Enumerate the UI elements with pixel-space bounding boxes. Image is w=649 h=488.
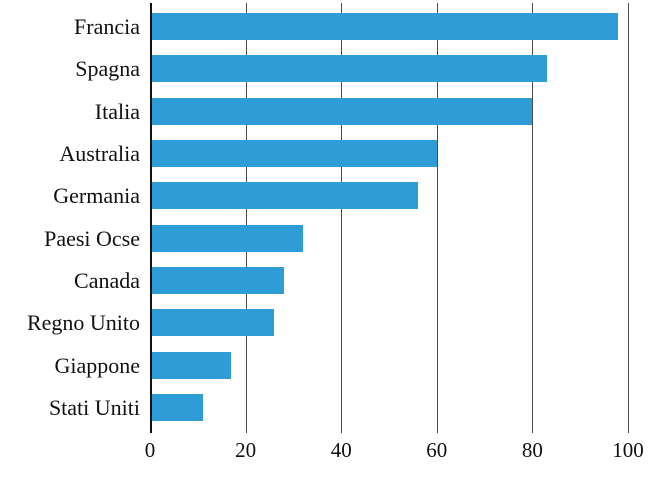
category-label-regno-unito: Regno Unito [26, 310, 140, 336]
category-label-giappone: Giappone [54, 352, 140, 378]
bar-stati-uniti [150, 394, 203, 422]
x-tick-label-0: 0 [144, 438, 156, 462]
category-label-canada: Canada [74, 268, 140, 294]
x-tick-label-60: 60 [426, 438, 448, 462]
bar-italia [150, 97, 533, 125]
category-label-spagna: Spagna [75, 56, 140, 82]
category-label-paesi-ocse: Paesi Ocse [44, 225, 140, 251]
plot-area [150, 3, 649, 433]
x-tick-label-40: 40 [330, 438, 352, 462]
bar-regno-unito [150, 309, 275, 337]
category-label-italia: Italia [94, 98, 140, 124]
bar-australia [150, 140, 437, 168]
gridline-60 [436, 3, 438, 433]
bar-canada [150, 267, 284, 295]
gridline-20 [245, 3, 247, 433]
gridline-100 [628, 3, 629, 433]
bar-giappone [150, 351, 232, 379]
bar-spagna [150, 55, 547, 83]
category-label-stati-uniti: Stati Uniti [48, 395, 140, 421]
bar-francia [150, 13, 619, 40]
bar-germania [150, 182, 418, 210]
gridline-40 [341, 3, 343, 433]
category-label-australia: Australia [59, 141, 140, 167]
category-axis-line [150, 3, 152, 433]
x-tick-label-80: 80 [521, 438, 543, 462]
category-label-francia: Francia [74, 14, 140, 39]
x-tick-label-20: 20 [235, 438, 257, 462]
x-tick-label-100: 100 [612, 438, 644, 462]
gridline-80 [532, 3, 534, 433]
category-label-germania: Germania [53, 183, 140, 209]
bar-paesi-ocse [150, 224, 303, 252]
